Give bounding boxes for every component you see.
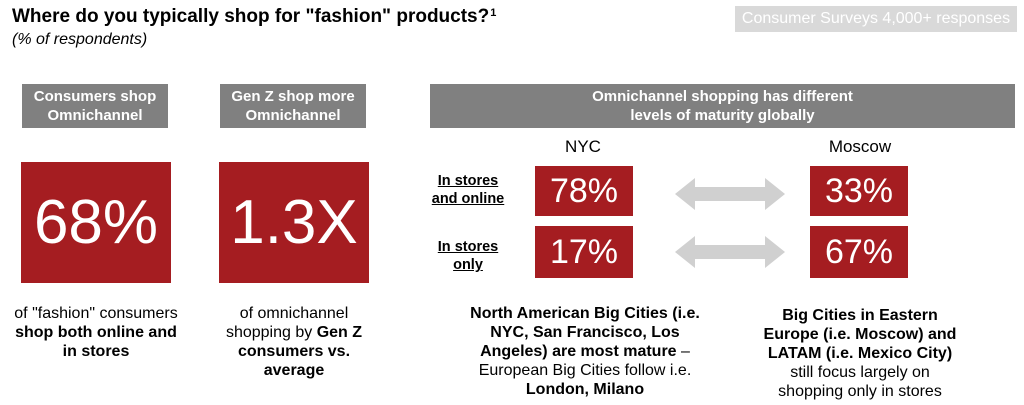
row-label-stores-only: In stores only [437, 239, 499, 273]
moscow-stores-only-box: 67% [810, 226, 908, 278]
moscow-stores-and-online-value: 33% [824, 171, 894, 210]
footnote-marker: 1 [490, 7, 497, 19]
panel2-header: Gen Z shop more Omnichannel [220, 84, 366, 128]
panel1-stat-box: 68% [21, 162, 171, 283]
nyc-stores-and-online-value: 78% [549, 171, 619, 210]
double-arrow-icon [675, 178, 785, 210]
panel3-left-caption: North American Big Cities (i.e. NYC, San… [470, 305, 700, 398]
city-label-moscow: Moscow [828, 137, 892, 156]
nyc-stores-only-box: 17% [535, 226, 633, 278]
moscow-stores-and-online-box: 33% [810, 166, 908, 216]
panel3-header: Omnichannel shopping has different levels… [430, 84, 1015, 128]
panel1-header: Consumers shop Omnichannel [22, 84, 168, 128]
panel1-caption: of "fashion" consumers shop both online … [14, 305, 178, 360]
panel2-caption: of omnichannel shopping by Gen Z consume… [225, 305, 363, 379]
panel1-stat-value: 68% [33, 188, 159, 257]
row-label-stores-and-online: In stores and online [431, 173, 505, 207]
nyc-stores-and-online-box: 78% [535, 166, 633, 216]
city-label-nyc: NYC [565, 137, 601, 156]
source-badge: Consumer Surveys 4,000+ responses [735, 6, 1017, 32]
page-subtitle: (% of respondents) [12, 31, 148, 48]
nyc-stores-only-value: 17% [549, 232, 619, 271]
page-title: Where do you typically shop for "fashion… [12, 6, 497, 27]
panel3-right-caption: Big Cities in Eastern Europe (i.e. Mosco… [763, 307, 957, 400]
moscow-stores-only-value: 67% [824, 232, 894, 271]
double-arrow-icon [675, 236, 785, 268]
panel2-stat-value: 1.3X [230, 188, 358, 257]
panel2-stat-box: 1.3X [219, 162, 369, 283]
